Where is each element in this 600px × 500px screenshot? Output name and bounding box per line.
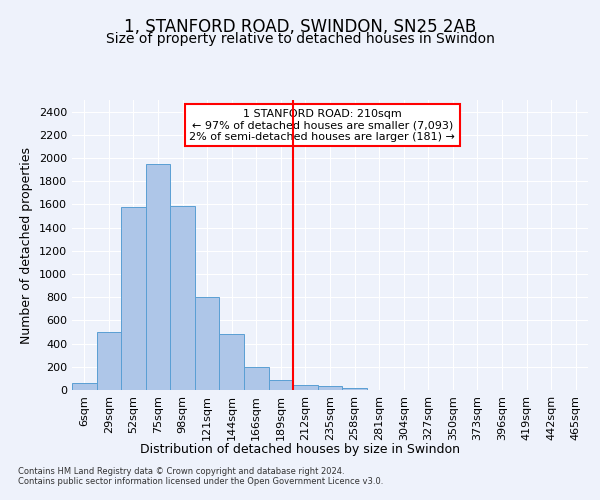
Bar: [293, 386, 318, 390]
Bar: [244, 367, 269, 390]
Bar: [170, 206, 195, 390]
Text: 1 STANFORD ROAD: 210sqm
← 97% of detached houses are smaller (7,093)
2% of semi-: 1 STANFORD ROAD: 210sqm ← 97% of detache…: [190, 108, 455, 142]
Bar: [195, 297, 220, 390]
Bar: [220, 334, 244, 390]
Bar: [342, 388, 367, 390]
Text: Contains HM Land Registry data © Crown copyright and database right 2024.: Contains HM Land Registry data © Crown c…: [18, 468, 344, 476]
Text: Contains public sector information licensed under the Open Government Licence v3: Contains public sector information licen…: [18, 478, 383, 486]
Text: Distribution of detached houses by size in Swindon: Distribution of detached houses by size …: [140, 442, 460, 456]
Y-axis label: Number of detached properties: Number of detached properties: [20, 146, 34, 344]
Bar: [97, 332, 121, 390]
Bar: [121, 206, 146, 390]
Bar: [318, 386, 342, 390]
Bar: [269, 380, 293, 390]
Bar: [72, 383, 97, 390]
Bar: [146, 164, 170, 390]
Text: 1, STANFORD ROAD, SWINDON, SN25 2AB: 1, STANFORD ROAD, SWINDON, SN25 2AB: [124, 18, 476, 36]
Text: Size of property relative to detached houses in Swindon: Size of property relative to detached ho…: [106, 32, 494, 46]
